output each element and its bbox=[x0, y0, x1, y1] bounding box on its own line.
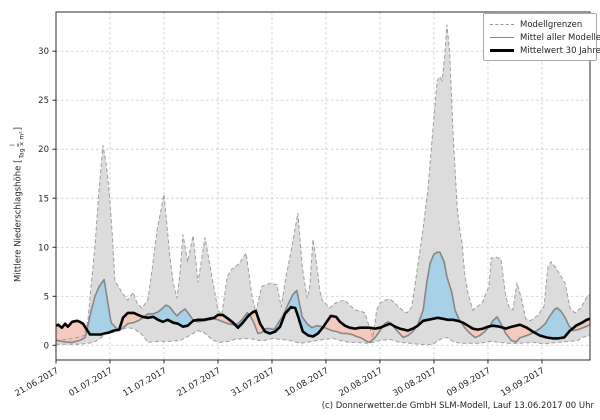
y-tick-label: 30 bbox=[38, 47, 49, 57]
gray-line-sample bbox=[490, 37, 514, 38]
x-tick-label: 19.09.2017 bbox=[499, 366, 546, 399]
data-layer bbox=[56, 24, 590, 346]
axes-spines bbox=[55, 11, 591, 361]
model-envelope-area bbox=[56, 24, 590, 345]
below-normal-fill bbox=[249, 311, 265, 334]
above-normal-fill bbox=[416, 252, 461, 327]
mittel-aller-modelle-line bbox=[56, 251, 590, 344]
legend-label: Mittel aller Modelle bbox=[520, 32, 600, 43]
above-normal-fill bbox=[534, 308, 572, 339]
legend-label: Mittelwert 30 Jahre bbox=[520, 45, 600, 56]
y-axis-title-text: Mittlere Niederschlagshöhe [ bbox=[13, 159, 23, 282]
x-tick-label: 11.07.2017 bbox=[121, 366, 168, 399]
legend-label: Modellgrenzen bbox=[520, 19, 583, 30]
above-normal-fill bbox=[143, 305, 195, 327]
x-tick-label: 31.07.2017 bbox=[229, 366, 276, 399]
mittelwert-30-jahre-line bbox=[56, 305, 590, 340]
modellgrenzen-lower-line bbox=[56, 327, 590, 346]
legend-item-modellgrenzen: Modellgrenzen bbox=[490, 18, 591, 31]
modellgrenzen-upper-line bbox=[56, 24, 590, 341]
copyright-footer: (c) Donnerwetter.de GmbH SLM-Modell, Lau… bbox=[321, 401, 594, 411]
x-tick-label: 21.06.2017 bbox=[13, 366, 60, 399]
y-tick-label: 0 bbox=[44, 341, 49, 351]
x-tick-label: 01.07.2017 bbox=[67, 366, 114, 399]
chart-legend: Modellgrenzen Mittel aller Modelle Mitte… bbox=[483, 13, 600, 61]
y-tick-label: 10 bbox=[38, 243, 49, 253]
x-tick-label: 20.08.2017 bbox=[337, 366, 384, 399]
y-tick-label: 15 bbox=[38, 194, 49, 204]
axis-ticks bbox=[52, 50, 543, 364]
y-tick-label: 20 bbox=[38, 145, 49, 155]
x-tick-label: 30.08.2017 bbox=[391, 366, 438, 399]
black-line-sample bbox=[490, 49, 514, 52]
legend-item-mittel-aller-modelle: Mittel aller Modelle bbox=[490, 31, 600, 44]
dashed-line-sample bbox=[490, 24, 514, 25]
legend-item-mittelwert-30-jahre: Mittelwert 30 Jahre bbox=[490, 44, 600, 57]
y-tick-label: 5 bbox=[44, 292, 49, 302]
x-tick-label: 21.07.2017 bbox=[175, 366, 222, 399]
y-axis-unit-fraction: l Tag × m² bbox=[9, 131, 26, 159]
y-axis-title: Mittlere Niederschlagshöhe [l Tag × m²] bbox=[9, 127, 26, 282]
x-tick-label: 10.08.2017 bbox=[283, 366, 330, 399]
y-tick-label: 25 bbox=[38, 96, 49, 106]
x-tick-label: 09.09.2017 bbox=[445, 366, 492, 399]
